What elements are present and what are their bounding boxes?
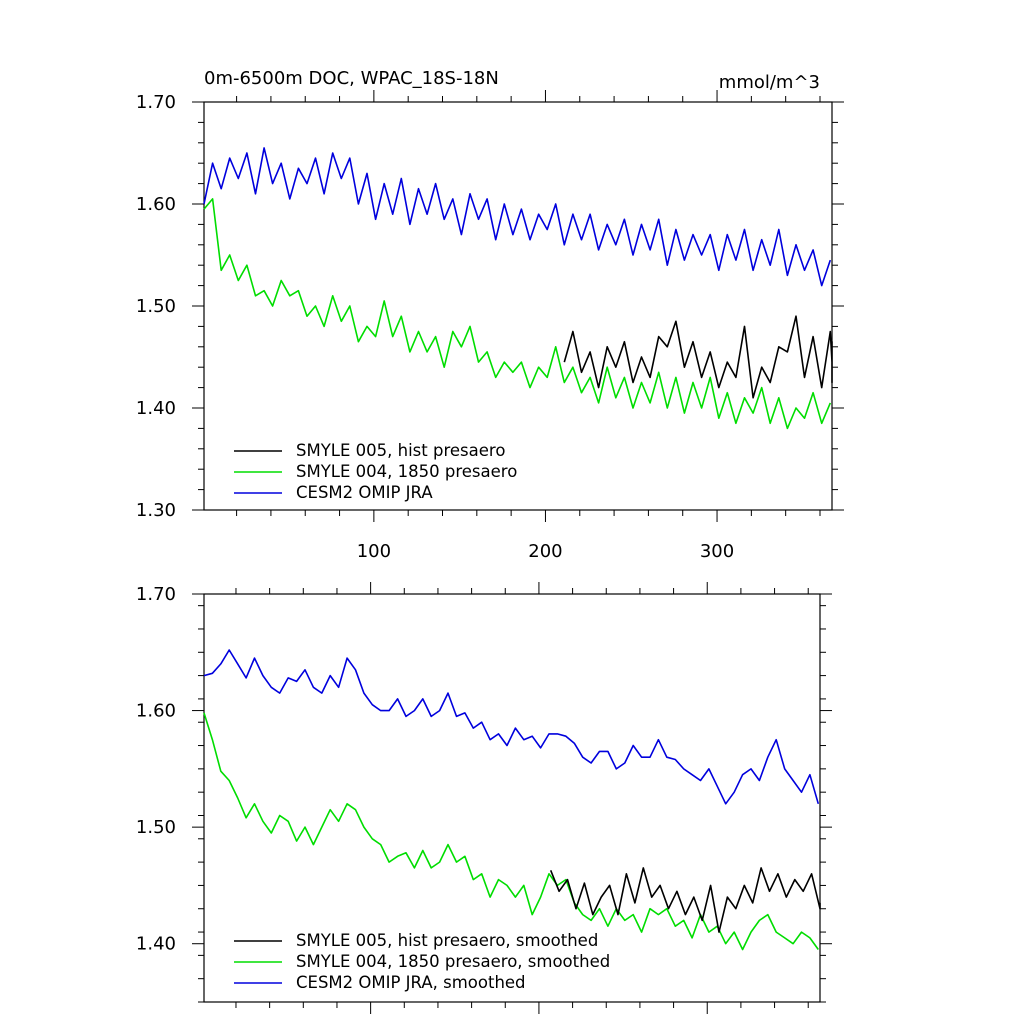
y-tick-label: 1.60	[136, 194, 176, 215]
top-legend-label-smyle004: SMYLE 004, 1850 presaero	[296, 462, 517, 481]
series-line-cesm2	[203, 649, 820, 805]
top-legend-label-smyle005: SMYLE 005, hist presaero	[296, 441, 505, 460]
bottom-legend: SMYLE 005, hist presaero, smoothed SMYLE…	[234, 931, 610, 992]
bottom-legend-label-smyle004: SMYLE 004, 1850 presaero, smoothed	[296, 952, 610, 971]
series-line-smyle005	[563, 315, 833, 399]
bottom-panel-ticks: 1.40 1.50 1.60 1.70	[136, 582, 832, 1014]
x-tick-label: 200	[528, 541, 562, 562]
y-tick-label: 1.70	[136, 92, 176, 113]
series-line-smyle004	[203, 712, 819, 951]
y-tick-label: 1.30	[136, 500, 176, 521]
top-units-label: mmol/m^3	[719, 72, 820, 93]
y-tick-label: 1.70	[136, 584, 176, 605]
x-tick-label: 300	[700, 541, 734, 562]
series-line-smyle005	[549, 867, 821, 933]
top-panel: 0m-6500m DOC, WPAC_18S-18N mmol/m^3 1.30…	[136, 68, 844, 562]
bottom-panel: 1.40 1.50 1.60 1.70 SMYLE 005, hist presaer…	[136, 582, 832, 1014]
top-panel-ticks: 1.30 1.40 1.50 1.60 1.70 100 200 300	[136, 90, 844, 562]
top-panel-series	[203, 147, 833, 430]
series-line-cesm2	[203, 147, 832, 287]
top-legend: SMYLE 005, hist presaero SMYLE 004, 1850…	[234, 441, 517, 502]
y-tick-label: 1.60	[136, 701, 176, 722]
y-tick-label: 1.50	[136, 296, 176, 317]
bottom-panel-series	[203, 649, 821, 951]
top-legend-label-cesm2: CESM2 OMIP JRA	[296, 483, 433, 502]
bottom-plot-frame	[203, 593, 821, 1003]
bottom-legend-label-cesm2: CESM2 OMIP JRA, smoothed	[296, 973, 526, 992]
y-tick-label: 1.50	[136, 817, 176, 838]
bottom-legend-label-smyle005: SMYLE 005, hist presaero, smoothed	[296, 931, 598, 950]
y-tick-label: 1.40	[136, 934, 176, 955]
y-tick-label: 1.40	[136, 398, 176, 419]
x-tick-label: 100	[357, 541, 391, 562]
top-plot-title: 0m-6500m DOC, WPAC_18S-18N	[204, 68, 499, 89]
series-line-smyle004	[203, 198, 832, 430]
